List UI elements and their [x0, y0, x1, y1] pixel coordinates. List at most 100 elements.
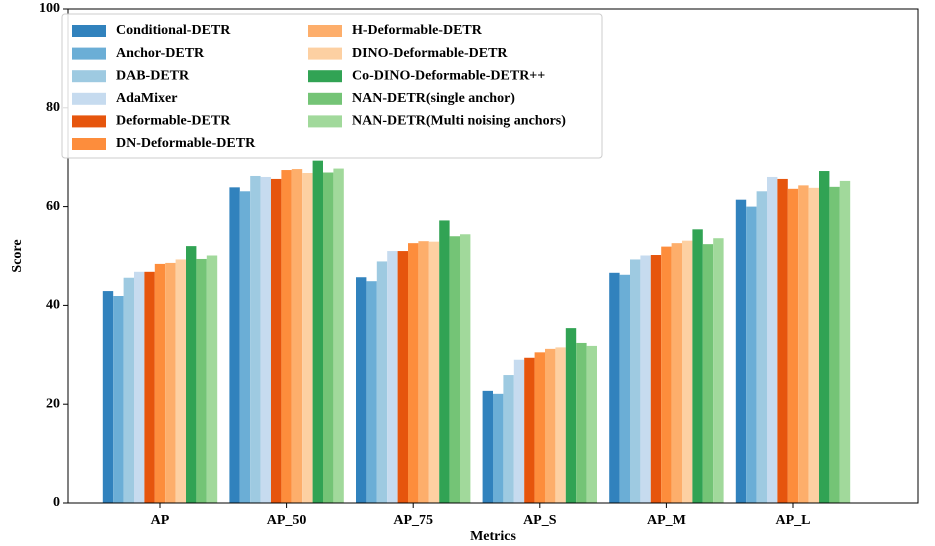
bar [808, 187, 819, 503]
bar [493, 393, 504, 503]
x-tick-label: AP [151, 513, 170, 528]
legend-label: Anchor-DETR [116, 46, 205, 61]
bar [503, 375, 514, 503]
bar [102, 291, 114, 503]
bar [397, 251, 408, 503]
bar [713, 238, 724, 503]
bar [460, 234, 471, 504]
bar [702, 244, 714, 504]
y-tick-label: 60 [46, 199, 60, 214]
bar [250, 175, 261, 504]
y-tick-label: 0 [53, 495, 60, 510]
legend-swatch [72, 92, 106, 105]
bar [619, 274, 630, 503]
bar [671, 243, 682, 503]
legend-label: H-Deformable-DETR [352, 23, 483, 38]
bar [271, 178, 282, 503]
bar [428, 241, 440, 503]
bar [555, 347, 566, 503]
bar [239, 191, 251, 503]
bar [196, 258, 207, 503]
legend-label: NAN-DETR(Multi noising anchors) [352, 114, 566, 129]
bar [661, 246, 672, 503]
legend-label: DAB-DETR [116, 68, 190, 83]
legend-swatch [308, 92, 342, 105]
bar [356, 277, 367, 503]
legend-label: AdaMixer [116, 91, 177, 106]
legend-swatch [72, 70, 106, 83]
x-tick-label: AP_75 [393, 513, 433, 528]
bar [798, 185, 809, 503]
legend-swatch [72, 138, 106, 150]
bar [513, 359, 525, 503]
legend-label: Co-DINO-Deformable-DETR++ [352, 68, 545, 83]
x-tick-label: AP_50 [267, 513, 307, 528]
legend-swatch [308, 70, 342, 83]
bar [839, 180, 851, 504]
bar [565, 328, 577, 503]
x-tick-label: AP_S [523, 513, 557, 528]
bar [312, 160, 323, 503]
y-tick-label: 20 [46, 396, 60, 411]
bar [366, 281, 377, 503]
bar [281, 170, 292, 503]
bar [302, 173, 313, 503]
legend-swatch [308, 115, 342, 128]
bar [154, 263, 166, 503]
bar [767, 176, 778, 503]
legend-swatch [308, 47, 342, 60]
bar [439, 220, 450, 503]
bar [418, 241, 429, 503]
bar [819, 171, 830, 504]
bar [260, 176, 271, 503]
bar [333, 168, 344, 503]
bar [534, 352, 545, 503]
y-tick-label: 100 [39, 1, 60, 16]
y-tick-label: 80 [46, 100, 60, 115]
bar [175, 259, 186, 503]
bar [113, 296, 124, 503]
x-axis-label: Metrics [470, 529, 516, 544]
bar [545, 348, 556, 503]
legend-swatch [72, 25, 106, 37]
y-tick-label: 40 [46, 298, 60, 313]
bar [165, 262, 176, 503]
bar [630, 259, 641, 503]
legend-swatch [308, 25, 342, 37]
legend-label: Deformable-DETR [116, 114, 231, 129]
bar [291, 169, 303, 503]
bar [777, 178, 788, 503]
bar [482, 390, 493, 503]
x-tick-label: AP_L [776, 513, 811, 528]
bar [186, 246, 197, 503]
legend-label: DN-Deformable-DETR [116, 136, 256, 151]
legend-swatch [72, 115, 106, 128]
bar [576, 342, 587, 503]
bar [123, 277, 134, 503]
legend-label: Conditional-DETR [116, 23, 231, 38]
y-axis-label: Score [10, 239, 25, 272]
legend-swatch [72, 47, 106, 60]
legend-label: DINO-Deformable-DETR [352, 46, 508, 61]
bar [692, 229, 703, 503]
bar [144, 271, 155, 503]
bar [387, 251, 398, 503]
bar [756, 191, 767, 503]
bar [524, 357, 535, 503]
bar [449, 236, 460, 504]
bar [746, 206, 757, 503]
bar [229, 187, 240, 504]
bar [682, 240, 693, 503]
x-tick-label: AP_M [647, 513, 686, 528]
bar [735, 199, 747, 503]
bar [787, 188, 799, 504]
bar [323, 172, 334, 504]
bar [586, 345, 597, 503]
legend-frame [61, 13, 603, 159]
plot-frame [67, 8, 919, 504]
bar [609, 272, 620, 503]
bar [408, 243, 419, 503]
bar [206, 255, 218, 503]
bar [650, 255, 662, 503]
